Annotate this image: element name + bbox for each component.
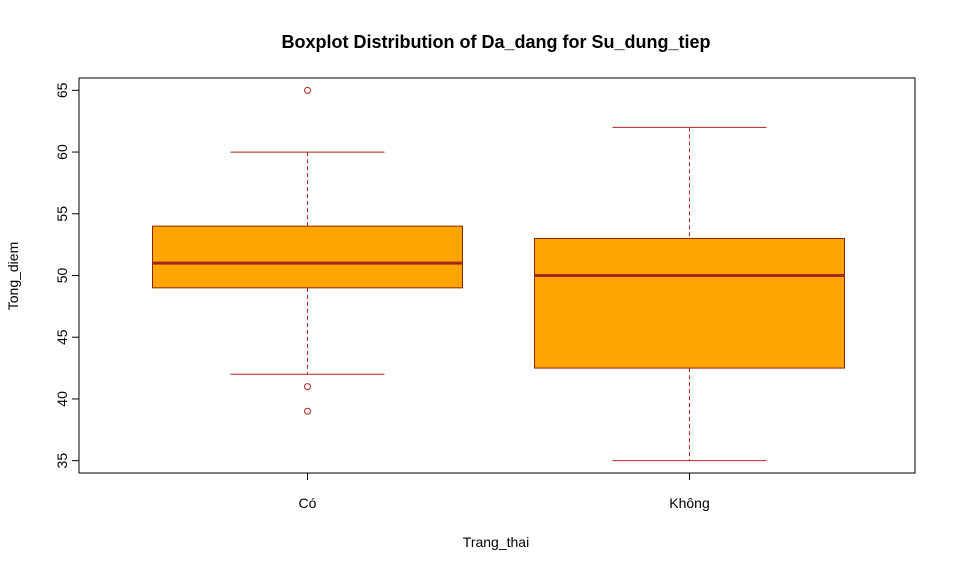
y-tick-label: 55 xyxy=(54,206,70,222)
y-tick-label: 40 xyxy=(54,391,70,407)
box-2: Không xyxy=(534,126,845,511)
outlier-point xyxy=(304,86,311,94)
y-tick-label: 45 xyxy=(54,329,70,345)
x-axis-label: Trang_thai xyxy=(463,534,529,550)
box-1: Có xyxy=(152,86,463,511)
outlier-point xyxy=(304,383,311,391)
x-tick-label: Không xyxy=(669,495,709,511)
y-axis-label: Tong_diem xyxy=(5,242,21,311)
y-tick-label: 60 xyxy=(54,144,70,160)
outlier-point xyxy=(304,407,311,415)
y-tick-label: 50 xyxy=(54,268,70,284)
plot-area: 35 40 45 50 55 60 65 Có Không xyxy=(54,77,916,511)
x-tick-label: Có xyxy=(299,495,317,511)
y-tick-label: 65 xyxy=(54,82,70,98)
y-tick-label: 35 xyxy=(54,453,70,469)
iqr-box xyxy=(152,225,463,289)
chart-title: Boxplot Distribution of Da_dang for Su_d… xyxy=(282,32,711,52)
iqr-box xyxy=(534,237,845,369)
